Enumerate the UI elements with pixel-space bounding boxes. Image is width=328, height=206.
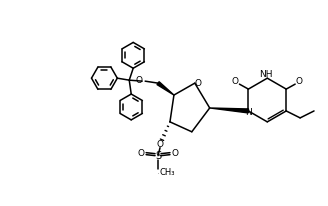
Text: O: O [135, 76, 142, 85]
Text: O: O [296, 77, 303, 86]
Text: S: S [157, 173, 158, 174]
Text: O: O [172, 149, 178, 158]
Text: S: S [155, 151, 161, 161]
Polygon shape [157, 82, 174, 95]
Text: NH: NH [259, 70, 273, 79]
Text: N: N [245, 108, 252, 117]
Polygon shape [210, 108, 249, 113]
Text: O: O [156, 140, 164, 149]
Text: O: O [232, 77, 239, 86]
Text: O: O [138, 149, 145, 158]
Text: O: O [194, 79, 201, 88]
Text: CH₃: CH₃ [159, 168, 174, 177]
